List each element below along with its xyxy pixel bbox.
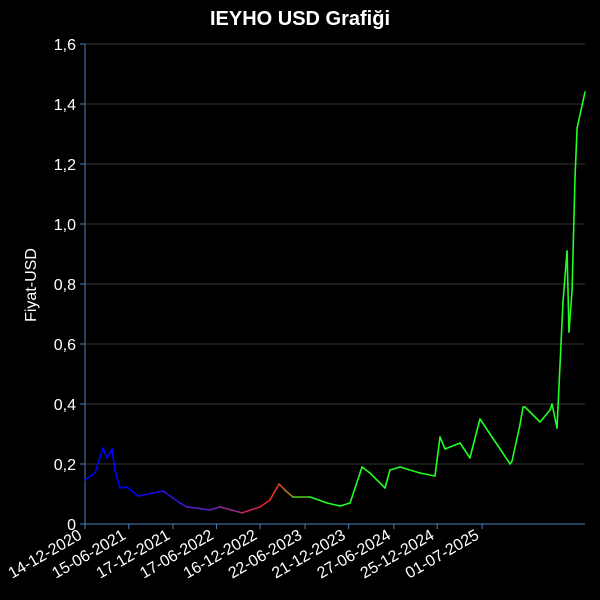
price-line-segment — [114, 469, 121, 489]
price-line-segment — [209, 506, 221, 511]
price-line-segment — [574, 127, 578, 180]
price-line-segment — [469, 418, 481, 459]
price-line-segment — [119, 486, 128, 489]
price-line-segment — [111, 448, 116, 471]
y-tick-label: 1,4 — [54, 97, 76, 114]
price-line-segment — [94, 447, 104, 474]
price-line-segment — [269, 483, 280, 501]
price-line-segment — [489, 433, 501, 450]
price-line-segment — [499, 448, 511, 465]
price-line-segment — [126, 486, 139, 497]
y-tick-label: 1,6 — [54, 37, 76, 54]
price-line-segment — [459, 442, 471, 459]
y-tick-label: 1,0 — [54, 217, 76, 234]
price-line-segment — [361, 466, 371, 474]
price-line-segment — [84, 472, 96, 481]
price-line-segment — [259, 499, 271, 508]
price-line-segment — [137, 490, 164, 497]
price-line-segment — [162, 490, 181, 504]
price-line-segment — [278, 483, 286, 491]
price-line-segment — [566, 250, 570, 333]
y-tick-label: 0,6 — [54, 337, 76, 354]
price-line-segment — [434, 436, 441, 477]
price-line-segment — [186, 506, 211, 511]
price-line-segment — [524, 406, 541, 423]
price-line-segment — [389, 466, 401, 471]
price-line-segment — [519, 406, 524, 426]
price-line-segment — [551, 403, 558, 429]
y-tick-label: 0 — [67, 517, 76, 534]
price-line-segment — [419, 472, 436, 477]
price-line-segment — [539, 409, 551, 423]
price-line-segment — [556, 301, 564, 429]
price-line-segment — [384, 469, 391, 489]
price-line-segment — [241, 506, 261, 514]
y-tick-label: 1,2 — [54, 157, 76, 174]
price-line-segment — [444, 442, 461, 450]
price-line-segment — [219, 506, 243, 514]
price-line-segment — [576, 91, 586, 129]
price-line-segment — [369, 472, 386, 489]
price-line-segment — [479, 418, 491, 435]
price-line-segment — [562, 250, 568, 303]
price-line-segment — [106, 448, 113, 459]
y-tick-label: 0,4 — [54, 397, 76, 414]
price-line-segment — [284, 489, 294, 498]
price-line-segment — [309, 496, 328, 504]
price-line-segment — [326, 502, 341, 507]
y-tick-label: 0,2 — [54, 457, 76, 474]
price-line-segment — [339, 502, 351, 507]
price-line-segment — [179, 502, 188, 508]
price-line-segment — [349, 466, 363, 504]
chart-title: IEYHO USD Grafiği — [209, 8, 391, 30]
price-line-segment — [399, 466, 421, 474]
price-line-segment — [439, 436, 446, 450]
y-tick-label: 0,8 — [54, 277, 76, 294]
price-line-segment — [102, 447, 108, 459]
price-line-segment — [568, 289, 573, 333]
price-line-segment — [511, 424, 521, 462]
price-line-segment — [571, 178, 576, 291]
